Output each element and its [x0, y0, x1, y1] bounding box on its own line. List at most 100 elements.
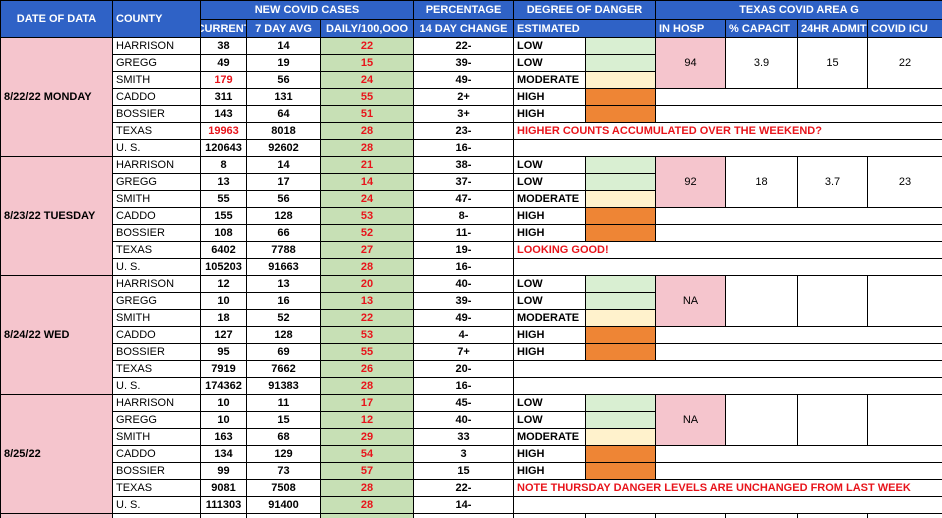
change-cell: 45- [413, 394, 514, 412]
current-cell: 18 [200, 309, 247, 327]
change-cell: 15 [413, 462, 514, 480]
danger-label: HIGH [513, 224, 586, 242]
current-cell: 7919 [200, 360, 247, 378]
current-cell: 9081 [200, 479, 247, 497]
daily-cell: 28 [320, 496, 414, 514]
header-cell: ESTIMATED [513, 19, 656, 38]
avg-cell: 7788 [246, 241, 321, 259]
hospital-cell: 23 [867, 156, 942, 208]
header-cell: PERCENTAGE [413, 0, 514, 20]
hospital-cell: 3.9 [725, 37, 798, 89]
change-cell: 3+ [413, 105, 514, 123]
empty-cell [655, 462, 942, 480]
county-cell: GREGG [112, 292, 201, 310]
avg-cell: 8018 [246, 122, 321, 140]
hospital-cell [797, 275, 868, 327]
current-cell: 99 [200, 462, 247, 480]
danger-label: HIGH [513, 343, 586, 361]
hospital-cell: 3.7 [797, 156, 868, 208]
danger-label: MODERATE [513, 309, 586, 327]
danger-label: MODERATE [513, 428, 586, 446]
empty-cell [655, 105, 942, 123]
danger-swatch [585, 275, 656, 293]
danger-swatch [585, 105, 656, 123]
hospital-cell: 94 [655, 37, 726, 89]
avg-cell: 91383 [246, 377, 321, 395]
daily-cell: 17 [320, 394, 414, 412]
danger-label: MODERATE [513, 190, 586, 208]
hospital-cell [867, 394, 942, 446]
county-cell: CADDO [112, 207, 201, 225]
county-cell: BOSSIER [112, 105, 201, 123]
hospital-cell: 22 [867, 37, 942, 89]
empty-cell [320, 513, 414, 518]
change-cell: 22- [413, 37, 514, 55]
daily-cell: 26 [320, 360, 414, 378]
danger-swatch [585, 71, 656, 89]
change-cell: 7+ [413, 343, 514, 361]
county-cell: SMITH [112, 428, 201, 446]
avg-cell: 52 [246, 309, 321, 327]
danger-swatch [585, 462, 656, 480]
county-cell: GREGG [112, 173, 201, 191]
change-cell: 33 [413, 428, 514, 446]
empty-cell [655, 445, 942, 463]
empty-cell [655, 326, 942, 344]
empty-cell [513, 258, 942, 276]
header-cell: COUNTY [112, 0, 201, 38]
county-cell: HARRISON [112, 394, 201, 412]
avg-cell: 91400 [246, 496, 321, 514]
empty-cell [725, 513, 798, 518]
empty-cell [655, 513, 726, 518]
header-cell: % CAPACIT [725, 19, 798, 38]
avg-cell: 11 [246, 394, 321, 412]
danger-swatch [585, 411, 656, 429]
danger-swatch [585, 173, 656, 191]
county-cell: U. S. [112, 258, 201, 276]
danger-swatch [585, 309, 656, 327]
county-cell: CADDO [112, 88, 201, 106]
county-cell: BOSSIER [112, 343, 201, 361]
hospital-cell: 18 [725, 156, 798, 208]
danger-label: LOW [513, 394, 586, 412]
county-cell: TEXAS [112, 122, 201, 140]
current-cell: 8 [200, 156, 247, 174]
daily-cell: 28 [320, 139, 414, 157]
county-cell: HARRISON [112, 275, 201, 293]
avg-cell: 17 [246, 173, 321, 191]
current-cell: 134 [200, 445, 247, 463]
change-cell: 22- [413, 479, 514, 497]
daily-cell: 20 [320, 275, 414, 293]
change-cell: 23- [413, 122, 514, 140]
header-cell: 24HR ADMIT [797, 19, 868, 38]
header-cell: TEXAS COVID AREA G [655, 0, 942, 20]
hospital-cell: NA [655, 275, 726, 327]
danger-label: LOW [513, 37, 586, 55]
change-cell: 38- [413, 156, 514, 174]
change-cell: 14- [413, 496, 514, 514]
daily-cell: 53 [320, 326, 414, 344]
danger-swatch [585, 224, 656, 242]
avg-cell: 129 [246, 445, 321, 463]
danger-label: LOW [513, 275, 586, 293]
danger-swatch [585, 445, 656, 463]
danger-label: LOW [513, 411, 586, 429]
current-cell: 163 [200, 428, 247, 446]
danger-swatch [585, 190, 656, 208]
avg-cell: 69 [246, 343, 321, 361]
hospital-cell [725, 275, 798, 327]
empty-cell [513, 377, 942, 395]
note-cell: NOTE THURSDAY DANGER LEVELS ARE UNCHANGE… [513, 479, 942, 497]
danger-swatch [585, 292, 656, 310]
daily-cell: 22 [320, 309, 414, 327]
daily-cell: 24 [320, 190, 414, 208]
header-cell: COVID ICU [867, 19, 942, 38]
empty-cell [655, 343, 942, 361]
danger-swatch [585, 326, 656, 344]
avg-cell: 56 [246, 190, 321, 208]
county-cell: U. S. [112, 496, 201, 514]
county-cell: HARRISON [112, 37, 201, 55]
avg-cell: 64 [246, 105, 321, 123]
header-cell: NEW COVID CASES [200, 0, 414, 20]
